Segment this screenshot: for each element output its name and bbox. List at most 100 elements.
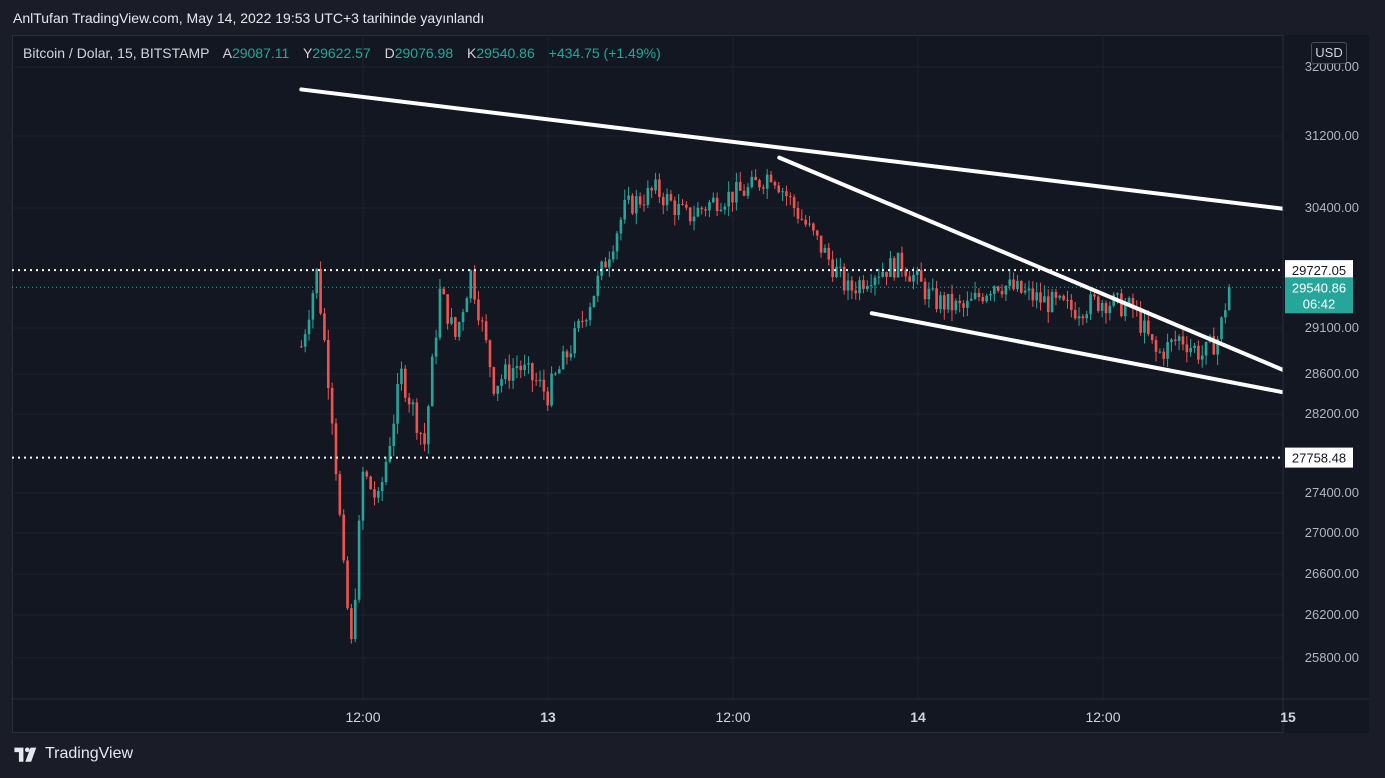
price-tick-label: 29100.00	[1305, 320, 1359, 335]
candle-body	[1204, 341, 1208, 356]
candle-body	[569, 353, 573, 358]
footer-brand[interactable]: TradingView	[13, 745, 133, 763]
candle-body	[1016, 280, 1019, 290]
candle-body	[942, 295, 946, 310]
candle-body	[704, 209, 707, 211]
candle-body	[1046, 296, 1050, 313]
candle-body	[1008, 279, 1012, 286]
candle-body	[638, 196, 642, 205]
candle-body	[877, 276, 881, 278]
candle-body	[1081, 316, 1085, 319]
candle-body	[765, 174, 769, 189]
candle-body	[927, 288, 931, 300]
candle-body	[307, 319, 311, 335]
candle-body	[303, 334, 307, 347]
candle-body	[1054, 291, 1058, 298]
price-level-tag	[1285, 260, 1353, 281]
candle-body	[973, 292, 977, 299]
candle-body	[708, 202, 711, 211]
candle-body	[904, 270, 908, 277]
candle-body	[808, 223, 811, 225]
symbol-label[interactable]: Bitcoin / Dolar, 15, BITSTAMP	[23, 45, 210, 61]
candle-body	[1189, 347, 1192, 353]
candle-body	[592, 295, 596, 308]
candle-body	[1227, 287, 1231, 311]
candle-body	[554, 373, 557, 375]
last-price-label: 29540.86	[1292, 280, 1346, 295]
candle-body	[800, 218, 804, 220]
candle-body	[746, 187, 750, 196]
candle-body	[365, 471, 369, 477]
price-chart[interactable]: 32000.0031200.0030400.0029100.0028600.00…	[12, 35, 1369, 733]
candle-body	[611, 251, 615, 260]
currency-button[interactable]: USD	[1311, 42, 1347, 64]
candle-body	[1173, 339, 1177, 341]
candle-body	[1108, 305, 1112, 314]
candle-body	[596, 275, 600, 296]
candle-body	[792, 197, 796, 208]
tradingview-logo-icon	[14, 747, 37, 762]
candle-body	[557, 369, 561, 374]
candle-body	[623, 199, 627, 220]
candle-body	[950, 293, 954, 311]
candle-body	[1089, 294, 1092, 315]
candle-body	[731, 191, 734, 203]
candle-body	[785, 191, 788, 197]
candle-body	[442, 288, 446, 295]
candle-body	[669, 194, 673, 201]
candle-body	[954, 300, 958, 311]
candle-body	[777, 185, 781, 193]
candle-body	[750, 176, 754, 188]
candle-body	[619, 219, 623, 234]
candles	[300, 168, 1231, 644]
candle-body	[688, 207, 692, 222]
candle-body	[357, 520, 361, 600]
candle-body	[812, 223, 815, 231]
candle-body	[681, 203, 684, 205]
candle-body	[1062, 295, 1065, 300]
candle-body	[738, 181, 742, 191]
price-tick-label: 27400.00	[1305, 485, 1359, 500]
candle-body	[1193, 345, 1196, 348]
open-value: 29087.11	[231, 45, 290, 61]
chart-pane[interactable]	[12, 35, 1369, 733]
close-value: 29540.86	[476, 45, 535, 61]
candle-body	[1031, 288, 1035, 301]
candle-body	[939, 295, 942, 310]
candle-body	[1143, 320, 1146, 333]
candle-body	[1200, 355, 1204, 360]
candle-body	[827, 247, 831, 260]
candle-body	[912, 274, 915, 282]
candle-body	[546, 391, 550, 406]
candle-body	[719, 209, 723, 212]
candle-body	[311, 293, 315, 320]
candle-body	[454, 317, 457, 337]
candle-body	[1170, 339, 1173, 343]
price-axis[interactable]: 32000.0031200.0030400.0029100.0028600.00…	[12, 35, 1369, 733]
candle-body	[700, 207, 704, 210]
candle-body	[962, 303, 965, 308]
candle-body	[507, 364, 511, 381]
candle-body	[573, 328, 576, 354]
candle-body	[677, 203, 680, 216]
candle-body	[604, 261, 607, 268]
candle-body	[550, 373, 553, 406]
candle-body	[400, 368, 403, 385]
candle-body	[685, 204, 688, 208]
time-tick-label: 12:00	[715, 709, 750, 725]
candle-body	[396, 384, 399, 424]
candle-body	[1004, 285, 1008, 295]
candle-body	[427, 406, 430, 445]
candle-body	[711, 197, 715, 203]
candle-body	[419, 432, 422, 434]
candle-body	[1181, 336, 1185, 345]
brand-name: TradingView	[45, 745, 134, 762]
candle-body	[696, 207, 700, 217]
candle-body	[931, 288, 935, 290]
candle-body	[742, 190, 746, 196]
trendlines[interactable]	[12, 87, 1369, 459]
candle-body	[334, 423, 338, 475]
candle-body	[392, 423, 396, 446]
candle-body	[850, 280, 854, 291]
candle-body	[373, 489, 376, 498]
